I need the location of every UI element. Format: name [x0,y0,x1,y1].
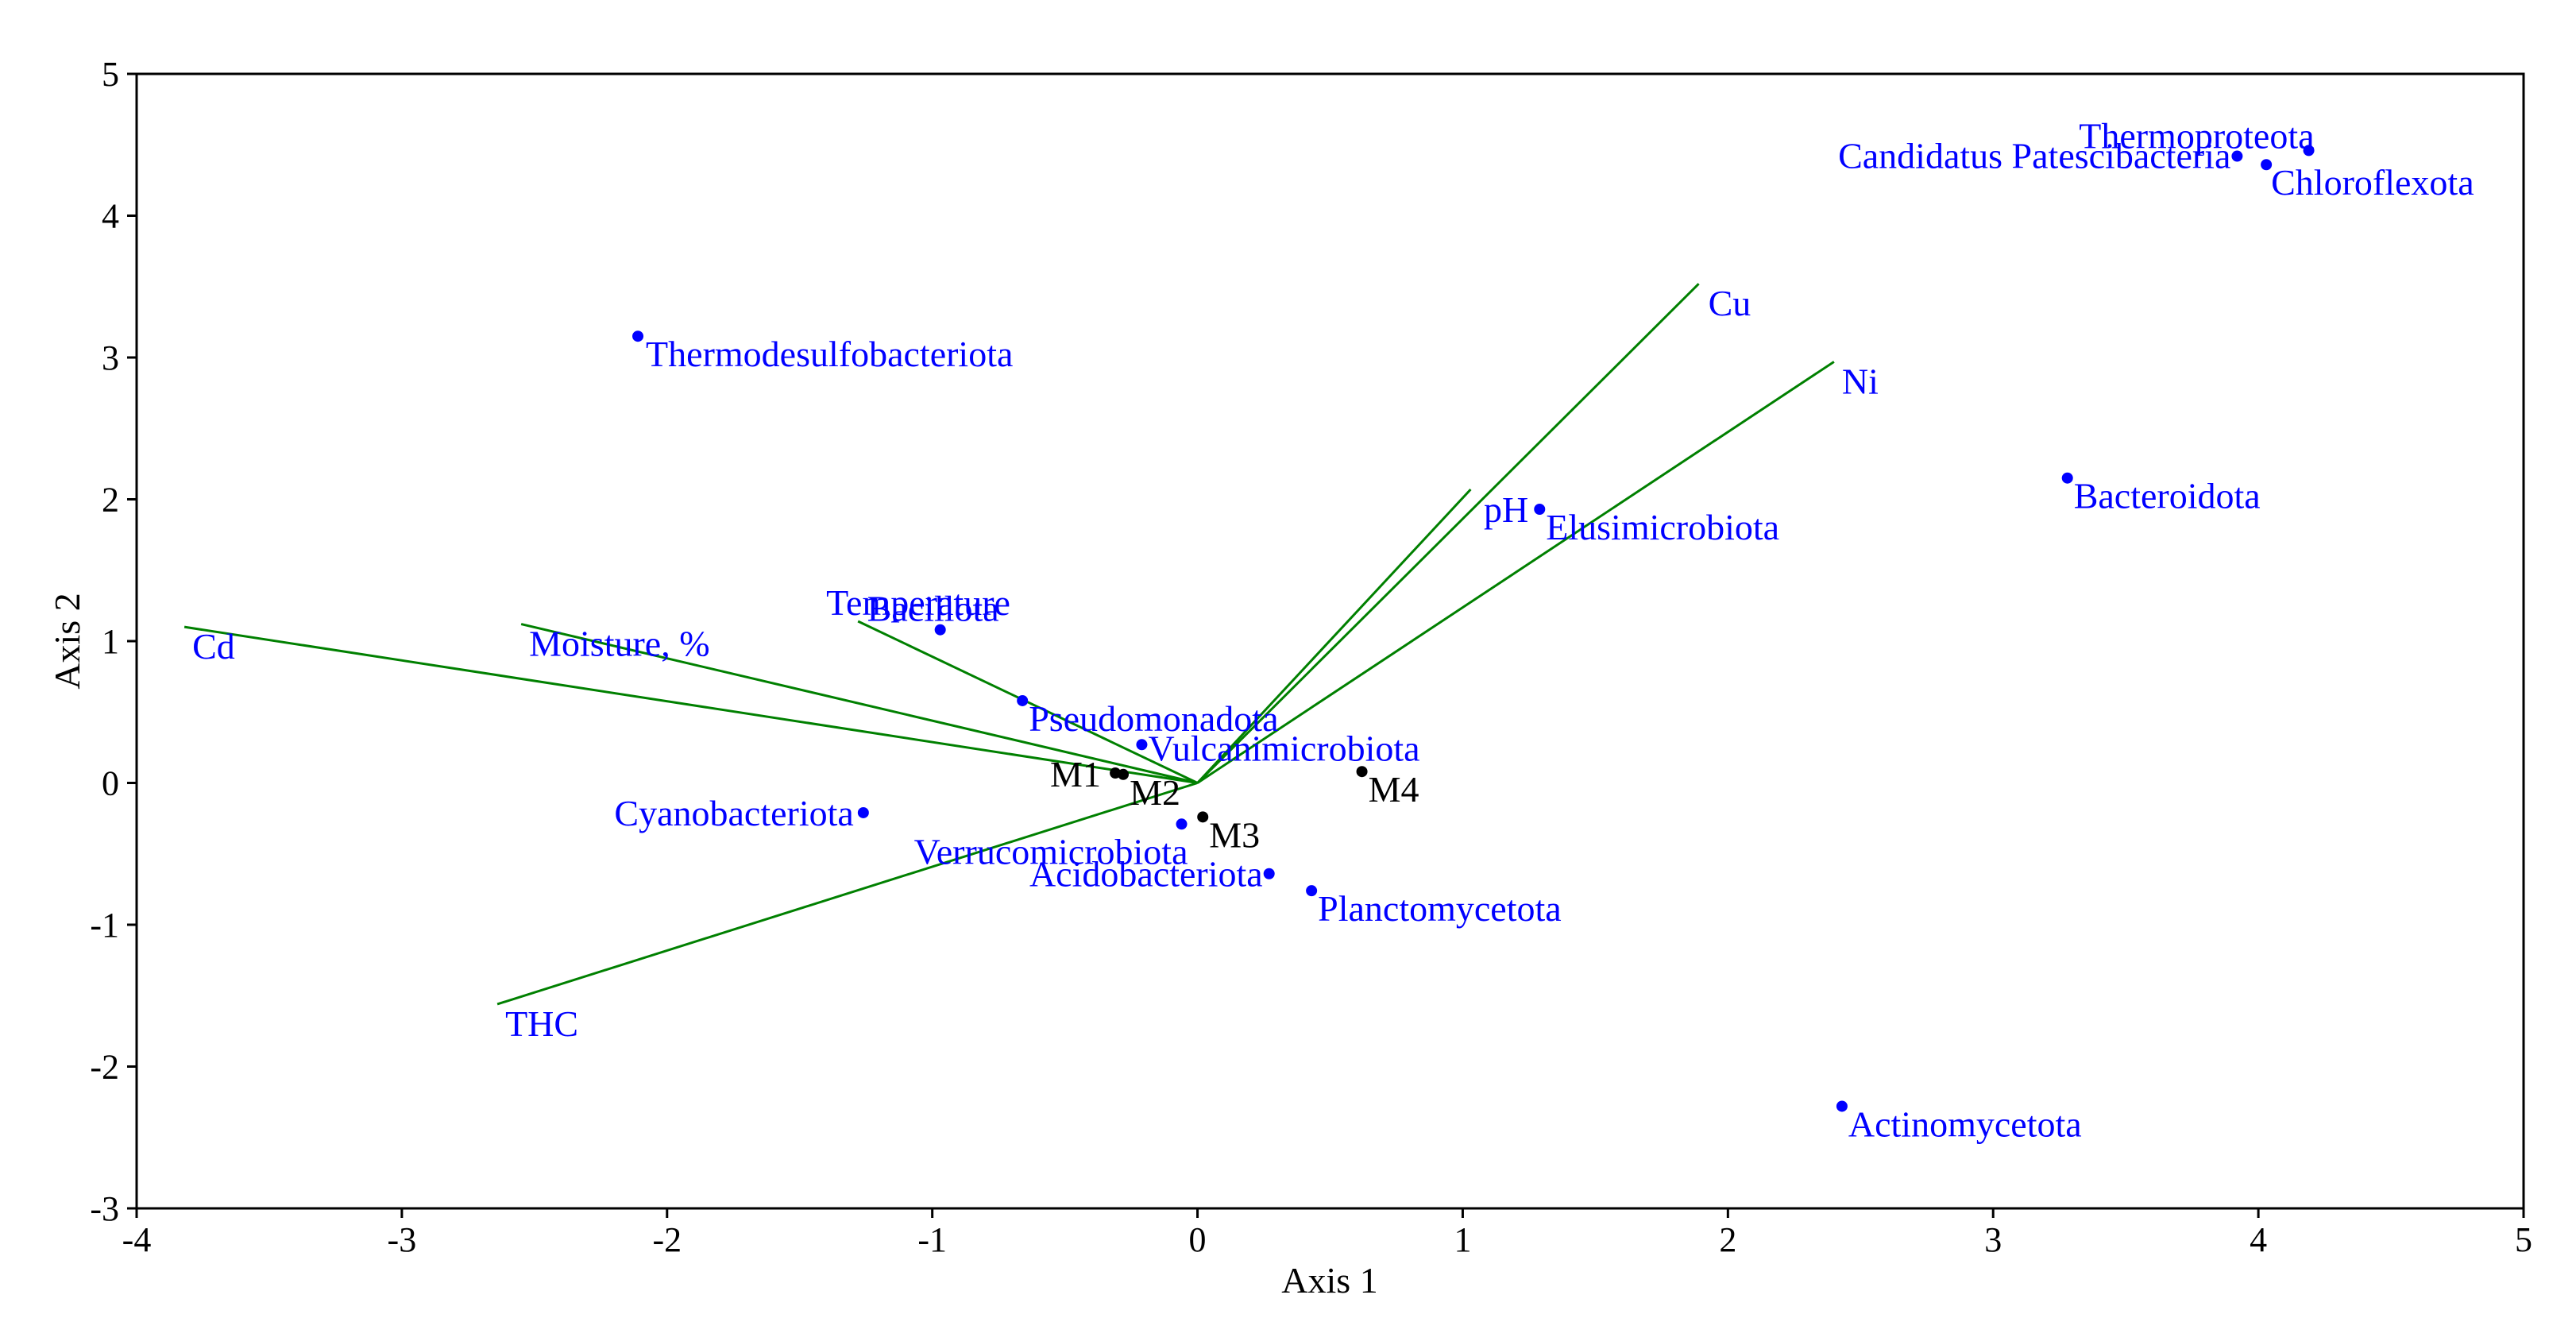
vector-label: pH [1484,489,1528,530]
y-tick-label: -3 [90,1189,119,1228]
taxon-label: Cyanobacteriota [614,793,853,833]
vector-label: Moisture, % [529,624,709,664]
y-tick-label: -2 [90,1048,119,1087]
y-axis: -3 -2 -1 0 1 2 3 4 5 [90,55,137,1228]
sample-point [1197,811,1209,823]
y-tick-label: -1 [90,906,119,945]
sample-point [1118,768,1130,780]
sample-label: M4 [1369,769,1419,810]
taxon-point [2261,159,2273,171]
vector-line [1196,488,1472,784]
y-tick-label: 4 [102,197,119,236]
taxon-label: Acidobacteriota [1029,854,1263,895]
taxon-point [1136,739,1148,751]
taxon-label: Planctomycetota [1318,888,1562,929]
x-tick-label: 0 [1189,1220,1207,1259]
taxon-point [1534,503,1546,515]
taxon-label: Bacteroidota [2074,476,2261,516]
y-tick-label: 0 [102,764,119,803]
vector-line [183,625,1198,784]
taxon-label: Vulcanimicrobiota [1148,728,1419,768]
x-tick-label: 2 [1719,1220,1736,1259]
y-tick-label: 2 [102,481,119,520]
x-tick-label: -3 [388,1220,417,1259]
taxon-label: Thermodesulfobacteriota [646,334,1013,374]
y-tick-label: 3 [102,338,119,377]
data-points [632,145,2315,1112]
taxon-point [2303,145,2315,157]
taxon-point [1263,868,1275,879]
x-axis-title: Axis 1 [1281,1260,1377,1301]
taxon-label: Thermoproteota [2079,115,2314,156]
sample-label: M1 [1050,754,1101,794]
taxon-point [1017,694,1029,706]
taxon-point [2061,472,2073,484]
taxon-label: Verrucomicrobiota [914,831,1188,872]
taxon-label: Actinomycetota [1848,1103,2082,1144]
vector-label: Temperature [826,582,1010,623]
vector-label: Cd [192,626,235,667]
vector-line [1196,283,1700,784]
vector-label: THC [505,1003,578,1044]
x-tick-label: -4 [122,1220,152,1259]
x-tick-label: -1 [917,1220,947,1259]
taxon-label: Candidatus Patescibacteria [1838,136,2230,176]
taxon-label: Elusimicrobiota [1546,507,1779,547]
sample-point [1356,766,1368,778]
taxon-point [1306,885,1318,897]
x-tick-label: -2 [652,1220,682,1259]
taxon-label: Pseudomonadota [1029,698,1278,739]
taxon-point [2231,150,2243,162]
vector-line [520,623,1198,784]
taxon-point [934,624,946,636]
taxon-label: Chloroflexota [2271,162,2474,203]
y-axis-title: Axis 2 [47,593,87,689]
x-axis: -4 -3 -2 -1 0 1 2 3 4 5 [122,1208,2532,1259]
vector-line [496,782,1199,1006]
x-tick-label: 4 [2250,1220,2267,1259]
x-tick-label: 1 [1454,1220,1471,1259]
taxon-point [1176,818,1188,830]
vector-label: Cu [1709,283,1751,323]
vector-label: Ni [1842,361,1879,401]
sample-label: M2 [1130,772,1180,813]
y-tick-label: 1 [102,622,119,661]
x-tick-label: 5 [2515,1220,2532,1259]
sample-label: M3 [1209,814,1260,855]
taxon-label: Bacillota [867,589,999,629]
y-tick-label: 5 [102,55,119,94]
vector-line [1196,361,1835,784]
taxon-point [632,330,644,342]
taxon-point [1836,1100,1848,1112]
x-tick-label: 3 [1984,1220,2002,1259]
taxon-point [857,806,869,818]
point-labels: Cd Moisture, % Temperature pH Cu Ni THC Thermop… [192,115,2474,1144]
